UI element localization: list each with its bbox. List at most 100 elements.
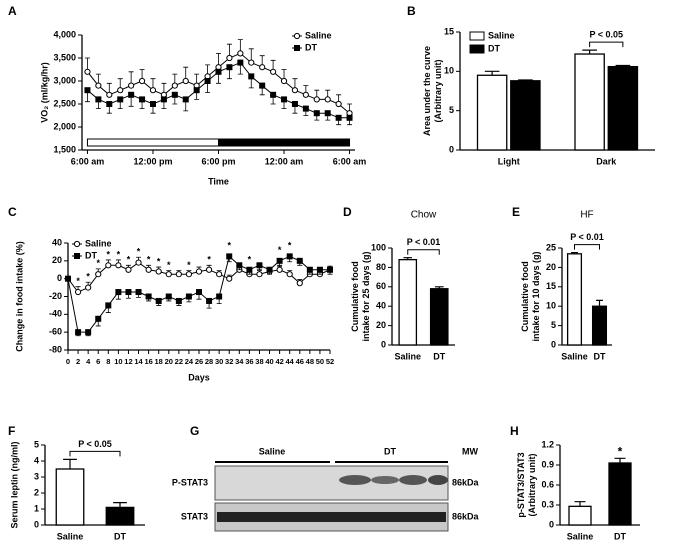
marker <box>138 77 146 85</box>
error-bar <box>403 257 413 260</box>
x-tick-label: 34 <box>235 357 244 366</box>
significance-mark: * <box>278 245 282 255</box>
y-tick-label: 40 <box>376 301 386 311</box>
x-tick-label: 8 <box>106 357 110 366</box>
marker <box>125 289 132 296</box>
y-tick-label: 5 <box>34 439 39 449</box>
marker <box>185 293 192 300</box>
x-axis-label: Time <box>208 176 229 186</box>
bar <box>608 462 632 526</box>
marker <box>105 302 112 309</box>
y-tick-label: 3,500 <box>53 52 76 62</box>
x-tick-label: 4 <box>86 357 91 366</box>
marker <box>259 82 266 89</box>
x-tick-label: 6 <box>96 357 100 366</box>
y-tick-label: 0.9 <box>541 459 554 469</box>
x-tick-label: 52 <box>326 357 334 366</box>
band <box>339 475 371 485</box>
x-tick-label: 46 <box>296 357 304 366</box>
x-tick-label: 20 <box>165 357 173 366</box>
x-tick-label: DT <box>433 351 445 361</box>
annotation: P < 0.01 <box>407 237 441 247</box>
legend-swatch <box>469 44 485 54</box>
significance-mark: * <box>157 256 161 266</box>
x-tick-label: 32 <box>225 357 233 366</box>
marker <box>306 266 313 273</box>
y-tick-label: 10 <box>546 301 556 311</box>
marker <box>74 288 82 296</box>
marker <box>65 275 71 282</box>
x-tick-label: 40 <box>265 357 273 366</box>
panel-letter: D <box>343 205 352 219</box>
mw-header: MW <box>462 446 478 456</box>
marker <box>226 253 233 260</box>
significance-mark: * <box>117 249 121 259</box>
band <box>371 476 399 484</box>
marker <box>84 87 91 94</box>
legend-marker <box>294 45 300 51</box>
y-tick-label: 2,500 <box>53 98 76 108</box>
bar <box>591 305 608 346</box>
x-tick-label: 2 <box>76 357 80 366</box>
marker <box>105 262 112 269</box>
marker <box>195 268 203 275</box>
x-tick-label: 30 <box>215 357 223 366</box>
marker <box>204 78 211 84</box>
marker <box>115 289 122 296</box>
marker <box>165 293 172 300</box>
significance-mark: * <box>167 260 171 270</box>
marker <box>171 82 178 89</box>
x-tick-label: 18 <box>155 357 163 366</box>
marker <box>106 91 113 98</box>
y-tick-label: 0 <box>449 144 454 154</box>
marker <box>324 96 331 103</box>
marker <box>145 293 152 300</box>
significance-mark: * <box>187 260 191 270</box>
marker <box>237 59 244 66</box>
chart-title: Chow <box>411 210 437 221</box>
mw-label: 86kDa <box>452 511 480 521</box>
marker <box>270 68 277 75</box>
marker <box>205 266 213 273</box>
marker <box>280 77 288 85</box>
x-tick-label: Saline <box>394 351 421 361</box>
error-bar <box>434 286 444 289</box>
significance-mark: * <box>86 272 90 282</box>
y-tick-label: 5 <box>449 105 454 115</box>
x-tick-label: 48 <box>306 357 314 366</box>
marker <box>117 96 124 103</box>
marker <box>149 101 156 107</box>
y-tick-label: 20 <box>52 255 62 265</box>
marker <box>313 96 320 103</box>
significance-mark: * <box>227 240 231 250</box>
annotation: * <box>618 445 623 459</box>
marker <box>165 271 172 278</box>
marker <box>256 262 263 269</box>
x-tick-label: 24 <box>185 357 194 366</box>
y-tick-label: 0 <box>57 273 62 283</box>
y-tick-label: 3 <box>34 471 39 481</box>
x-tick-label: 26 <box>195 357 203 366</box>
y-tick-label: -60 <box>49 327 62 337</box>
marker <box>276 257 283 264</box>
legend-label: DT <box>488 43 500 53</box>
marker <box>128 82 135 89</box>
error-bar <box>518 79 533 81</box>
marker <box>286 253 293 260</box>
panel-letter: C <box>8 205 17 219</box>
y-tick-label: -80 <box>49 344 62 354</box>
y-tick-label: 0 <box>34 519 39 529</box>
marker <box>335 100 342 108</box>
x-tick-label: 14 <box>134 357 143 366</box>
marker <box>193 87 200 94</box>
y-tick-label: 1,500 <box>53 144 76 154</box>
y-axis-label: intake for 25 days (g) <box>361 251 371 341</box>
marker <box>256 271 263 278</box>
x-tick-label: 28 <box>205 357 213 366</box>
marker <box>95 82 102 89</box>
marker <box>281 96 288 103</box>
bar <box>607 65 639 151</box>
marker <box>246 266 253 273</box>
